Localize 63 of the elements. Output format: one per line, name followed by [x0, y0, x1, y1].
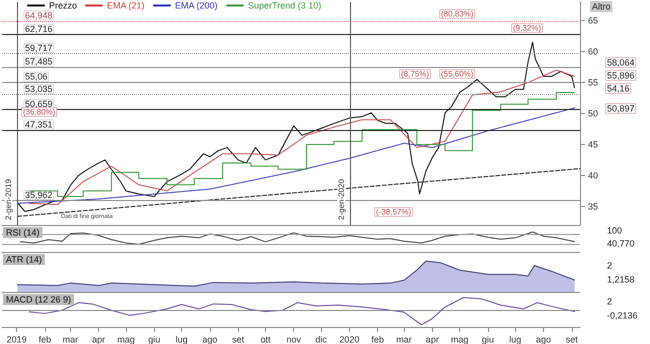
x-tick-label: 2020 [339, 334, 360, 344]
ref-line-label: 50,659 [25, 98, 53, 109]
ref-line-label: 2-gen-2019 [4, 178, 13, 220]
x-tick-label: set [566, 334, 578, 344]
y-tick-label: 65 [588, 16, 598, 26]
x-tick-label: 2019 [6, 334, 27, 344]
text: SuperTrend (3 10) [248, 0, 322, 10]
x-tick-label: dic [315, 334, 328, 344]
chart-title: RSI (14) [6, 228, 40, 238]
y-tick-label: 60 [588, 46, 598, 57]
x-tick-label: feb [38, 334, 52, 344]
text: 54,16 [607, 84, 630, 94]
ref-line-label: 59,717 [25, 42, 53, 53]
annotation: (80,83%) [441, 10, 474, 18]
annotation: (9,32%) [513, 24, 542, 32]
text: 50,897 [607, 104, 635, 114]
annotation: (8,75%) [401, 70, 430, 78]
ref-line-label: 57,485 [25, 56, 53, 67]
text: 2 [607, 296, 612, 306]
x-tick-label: giu [482, 334, 494, 344]
x-tick-label: mar [396, 334, 412, 344]
x-tick-label: lug [509, 334, 522, 344]
text: 2 [607, 260, 612, 270]
text: Prezzo [49, 0, 78, 10]
annotation: (-38,57%) [376, 208, 412, 216]
ref-line-label: 62,716 [25, 24, 53, 34]
x-tick-label: feb [371, 334, 384, 344]
text: Altro [592, 2, 611, 12]
x-tick-label: ago [536, 334, 552, 344]
text: 55,896 [607, 70, 635, 80]
ref-line-label: 64,948 [25, 10, 53, 20]
x-tick-label: apr [426, 334, 439, 344]
x-tick-label: ott [260, 334, 271, 344]
annotation: (36,80%) [23, 108, 56, 116]
x-tick-label: ago [202, 334, 218, 344]
text: 58,064 [607, 58, 635, 68]
x-tick-label: nov [286, 334, 302, 344]
x-tick-label: apr [92, 334, 106, 344]
y-tick-label: 40 [588, 170, 598, 180]
chart-title: MACD (12 26 9) [6, 294, 72, 304]
ref-line-label: 2-gen-2020 [336, 178, 346, 220]
x-tick-label: mar [62, 334, 78, 344]
text: -0,2136 [607, 310, 638, 320]
x-tick-label: lug [176, 334, 188, 344]
ref-line-label: 35,962 [25, 190, 53, 200]
text: 100 [607, 226, 622, 236]
x-tick-label: mag [117, 334, 135, 344]
text: EMA (200) [175, 0, 218, 10]
text: EMA (21) [107, 0, 145, 10]
x-tick-label: giu [148, 334, 160, 344]
ref-line-label: 55,06 [25, 72, 48, 82]
y-tick-label: 45 [588, 139, 598, 150]
ref-line-label: 53,035 [25, 84, 53, 94]
x-tick-label: mag [450, 334, 468, 344]
text: 1,2158 [607, 274, 635, 284]
y-tick-label: 55 [588, 78, 598, 88]
y-tick-label: 35 [588, 201, 598, 212]
text: 40,770 [607, 238, 635, 248]
y-tick-label: 50 [588, 108, 598, 118]
ref-line-label: 47,351 [25, 119, 53, 130]
annotation: (55,60%) [441, 70, 474, 78]
x-tick-label: set [232, 334, 245, 344]
chart-title: ATR (14) [6, 254, 42, 264]
